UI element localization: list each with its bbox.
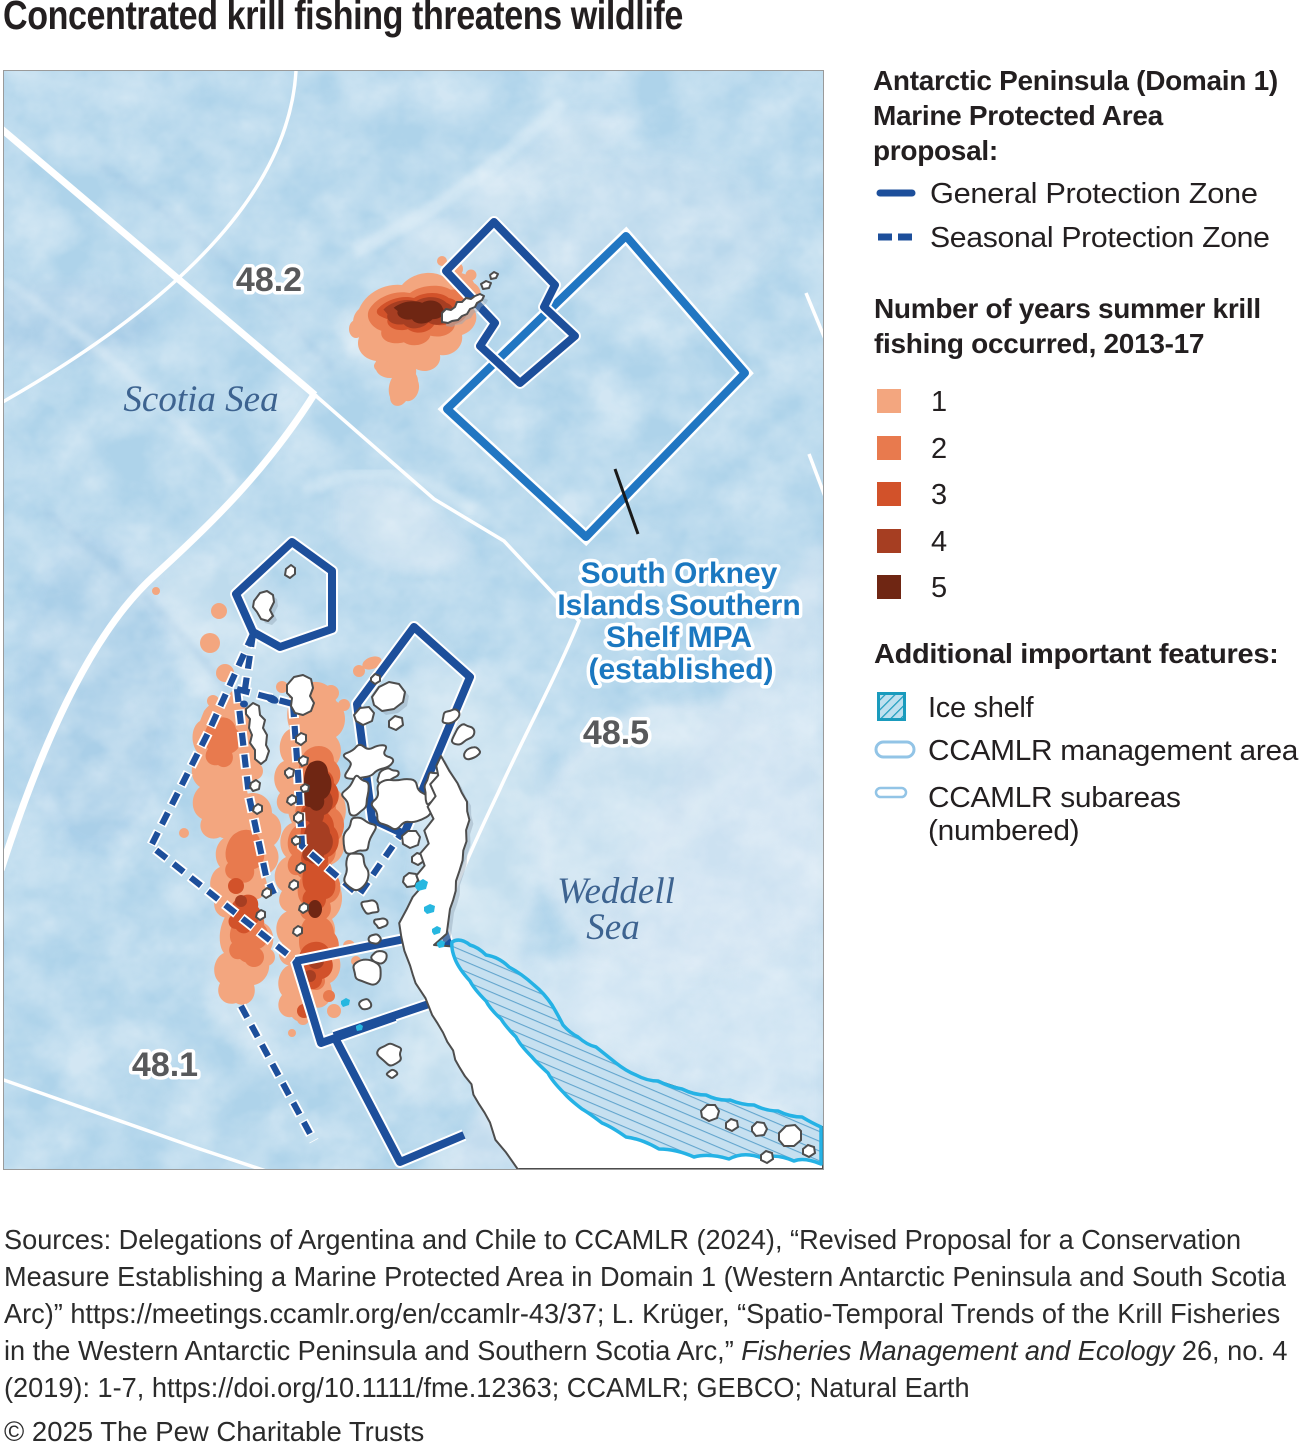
svg-text:Islands Southern: Islands Southern <box>557 589 800 622</box>
svg-text:Sea: Sea <box>586 907 639 948</box>
svg-text:48.2: 48.2 <box>236 261 302 299</box>
svg-text:Scotia Sea: Scotia Sea <box>123 379 278 420</box>
svg-text:(established): (established) <box>588 653 773 686</box>
svg-text:Weddell: Weddell <box>557 871 675 912</box>
svg-text:Shelf MPA: Shelf MPA <box>606 621 752 654</box>
svg-text:48.1: 48.1 <box>132 1046 198 1084</box>
svg-text:South Orkney: South Orkney <box>581 557 778 590</box>
svg-text:48.5: 48.5 <box>583 714 649 752</box>
